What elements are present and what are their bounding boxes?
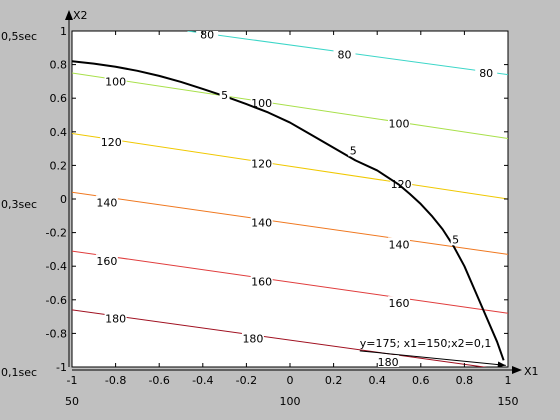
x-tick-label: -0.2 xyxy=(236,374,257,387)
contour-180: 180 180 180 xyxy=(72,309,488,369)
x-axis-label: X1 xyxy=(524,365,539,378)
annotation-arrow-line xyxy=(359,350,506,366)
contour-140: 140 140 140 xyxy=(72,191,508,255)
boundary-label: 5 xyxy=(452,233,459,246)
secondary-x-label: 100 xyxy=(280,395,301,408)
contour-label: 180 xyxy=(378,356,399,369)
contour-label-bg xyxy=(196,31,219,41)
y-tick-label: 0.8 xyxy=(50,59,68,72)
boundary-curve-line xyxy=(71,60,505,361)
boundary-label: 5 xyxy=(221,89,228,102)
contour-label: 80 xyxy=(200,28,214,41)
contour-label: 80 xyxy=(479,67,493,80)
y-tick-label: -0.6 xyxy=(46,294,67,307)
contour-label-bg xyxy=(100,134,123,148)
y-tick-label: -0.8 xyxy=(46,327,67,340)
contour-label: 140 xyxy=(389,238,410,251)
contour-label-bg xyxy=(333,47,356,61)
contour-label-bg xyxy=(388,116,410,130)
y-tick-label: 1 xyxy=(60,25,67,38)
x-tick-label: 0.4 xyxy=(368,374,386,387)
contour-label-bg xyxy=(388,296,410,310)
contour-label-bg xyxy=(388,237,410,251)
contour-label-bg xyxy=(95,254,118,268)
contour-label: 160 xyxy=(96,255,117,268)
boundary-label-bg xyxy=(219,87,230,101)
y-axis-label: X2 xyxy=(73,9,88,22)
plot-area xyxy=(71,30,509,368)
contour-label: 160 xyxy=(389,297,410,310)
contours-layer: 8080801001001001201201201401401401601601… xyxy=(72,28,508,369)
y-tick-label: -0.4 xyxy=(46,260,67,273)
x-tick-label: 1 xyxy=(505,374,512,387)
contour-label-bg xyxy=(104,74,127,88)
y-tick-label: 0 xyxy=(60,193,67,206)
contour-label: 160 xyxy=(251,275,272,288)
contour-label: 100 xyxy=(105,75,126,88)
contour-160: 160 160 160 xyxy=(72,250,508,314)
secondary-x-label: 50 xyxy=(65,395,79,408)
contour-label-bg xyxy=(390,176,413,190)
contour-label-bg xyxy=(377,354,400,367)
contour-label-bg xyxy=(241,331,264,345)
contour-label-bg xyxy=(475,66,498,79)
contour-label-bg xyxy=(250,274,273,288)
contour-label-bg xyxy=(104,311,127,325)
x-axis-arrow-head xyxy=(512,366,522,374)
boundary-label: 5 xyxy=(350,144,357,157)
secondary-y-label: 0,5sec xyxy=(1,30,37,43)
contour-label-bg xyxy=(250,156,273,170)
contour-label: 140 xyxy=(251,217,272,230)
annotation-text: y=175; x1=150;x2=0,1 xyxy=(360,337,492,350)
contour-label: 120 xyxy=(251,158,272,171)
boundary-label-bg xyxy=(450,232,461,246)
contour-line xyxy=(72,191,508,255)
y-tick-label: -1 xyxy=(56,361,67,374)
axes-layer: -1 -0.8 -0.6 -0.4 -0.2 0 0.2 0.4 0.6 0.8 1 -1 -0.8 -0… xyxy=(1,9,539,408)
y-tick-label: 0.2 xyxy=(50,159,68,172)
x-tick-label: 0.6 xyxy=(412,374,430,387)
y-tick-label: 0.6 xyxy=(50,92,68,105)
secondary-x-label: 150 xyxy=(498,395,519,408)
contour-label: 100 xyxy=(251,97,272,110)
contour-label: 180 xyxy=(242,332,263,345)
boundary-layer: 5 5 5 xyxy=(71,60,505,361)
contour-label-bg xyxy=(250,215,273,229)
contour-label: 140 xyxy=(96,196,117,209)
secondary-y-label: 0,3sec xyxy=(1,198,37,211)
contour-line xyxy=(72,309,488,367)
annotation-layer: y=175; x1=150;x2=0,1 xyxy=(359,337,506,368)
x-tick-label: -0.6 xyxy=(148,374,169,387)
contour-label-bg xyxy=(250,96,273,110)
contour-label: 80 xyxy=(338,49,352,62)
contour-120: 120 120 120 xyxy=(72,132,508,200)
contour-label-bg xyxy=(95,195,118,209)
x-tick-label: 0 xyxy=(287,374,294,387)
boundary-label-bg xyxy=(348,143,359,157)
contour-80: 80 80 80 xyxy=(187,28,508,80)
x-tick-label: -1 xyxy=(67,374,78,387)
y-axis-arrow-head xyxy=(65,10,73,20)
contour-line xyxy=(72,250,508,314)
x-tick-label: -0.8 xyxy=(105,374,126,387)
x-tick-label: 0.2 xyxy=(325,374,343,387)
secondary-y-label: 0,1sec xyxy=(1,366,37,379)
contour-line xyxy=(72,132,508,200)
contour-label: 120 xyxy=(391,178,412,191)
x-tick-label: -0.4 xyxy=(192,374,213,387)
y-tick-label: -0.2 xyxy=(46,227,67,240)
contour-label: 180 xyxy=(105,312,126,325)
contour-100: 100 100 100 xyxy=(72,72,508,140)
contour-line xyxy=(72,72,508,140)
contour-label: 120 xyxy=(101,136,122,149)
contour-label: 100 xyxy=(389,117,410,130)
y-tick-label: 0.4 xyxy=(50,126,68,139)
x-tick-label: 0.8 xyxy=(456,374,474,387)
annotation-arrow-head xyxy=(497,361,506,368)
